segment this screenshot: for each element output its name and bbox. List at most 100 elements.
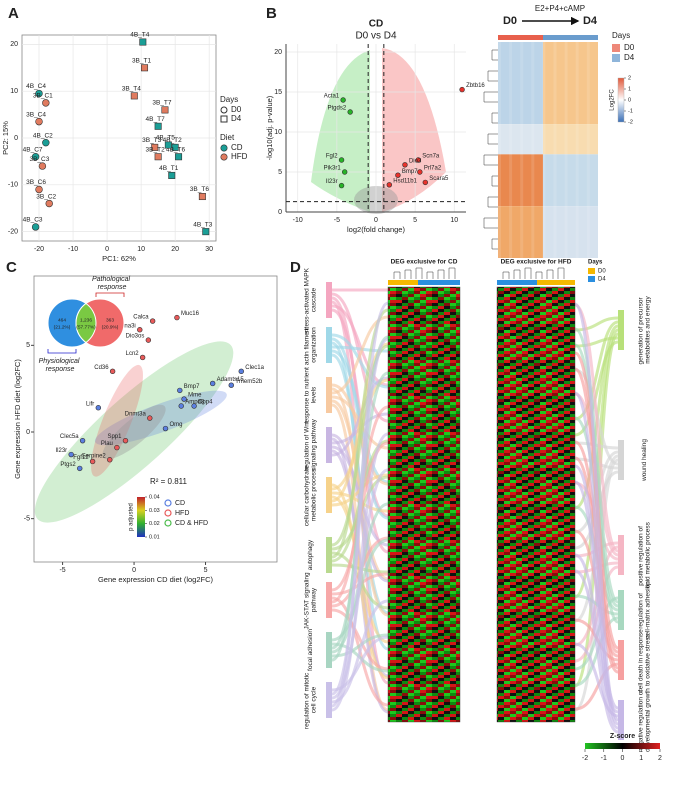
pathway-node [618,590,624,630]
dendrogram [491,175,498,187]
cloud-shade [34,341,234,523]
x-tick-label: 0 [105,246,109,253]
colorbar-tick-label: 1 [639,755,643,762]
pathway-node [618,440,624,480]
data-point [422,179,429,186]
point-label: Il23r [326,179,338,185]
flow [574,340,619,437]
pathway-label: negative regulation of developmental gro… [637,688,651,752]
data-point [114,444,120,451]
legend-label: D0 [598,269,606,275]
data-point [164,141,172,149]
venn-count: 464 [58,317,66,323]
pathway-node [326,327,332,363]
point-label: 3B_T3 [142,137,162,144]
pathway-label: cell death in response to oxidative stre… [637,627,651,692]
legend-swatch [588,276,595,282]
pathway-label: JAK-STAT signaling pathway [303,571,317,630]
pathway-label: generation of precursor metabolites and … [637,295,651,364]
data-point [77,465,83,472]
dendrogram [426,271,434,279]
heatmap-block [543,42,598,125]
point-label: Bmp7 [402,169,418,175]
data-point [139,38,147,46]
pathway-label: autophagy [307,539,314,570]
y-tick-label: 0 [26,429,30,436]
venn-count: (20.9%) [102,324,119,330]
colorbar-tick-label: 2 [658,755,662,762]
text-line: response [98,284,127,291]
x-tick-label: -10 [68,246,78,253]
data-point [137,327,143,333]
colorbar-tick-label: -1 [628,108,633,114]
column-bar [497,280,537,285]
point-label: Pik3r1 [324,166,342,172]
data-point [209,380,216,387]
point-label: 4B_T4 [130,32,150,39]
data-point [42,138,50,147]
legend-swatch [612,54,620,62]
data-point [35,185,43,194]
heatmap-block [498,42,543,125]
heatmap-title: DEG exclusive for CD [391,259,458,266]
colorbar-tick-label: -1 [601,755,607,762]
dendrogram [483,91,498,103]
panel-letter: A [8,5,19,22]
heatmap-block [498,154,543,207]
pathway-node [618,640,624,680]
colorbar [137,497,145,537]
text-line: metabolites and energy [644,295,651,363]
point-label: 3B_C4 [26,111,46,118]
venn-count: (57.77%) [76,324,96,330]
data-point [35,89,43,98]
colorbar [617,77,625,123]
dendrogram [513,269,521,279]
text-line: levels [310,386,317,403]
point-label: Prl7a2 [424,166,442,172]
text-line: metabolic process [310,468,317,521]
point-label: Muc16 [181,311,200,317]
dendrogram [487,196,498,208]
x-tick-label: 5 [204,567,208,574]
column-bar [543,35,598,40]
y-tick-label: -10 [8,182,18,189]
dendrogram [483,154,498,166]
data-point [178,403,184,409]
y-tick-label: 5 [26,342,30,349]
data-point [338,157,345,163]
dendrogram [404,269,412,279]
data-point [31,153,40,161]
dendrogram [491,49,498,61]
pathway-node [326,477,332,513]
legend-label: D0 [624,43,635,52]
colorbar-tick-label: 0 [621,755,625,762]
point-label: 3B_C6 [26,179,46,186]
colorbar [585,743,660,749]
data-point [415,157,421,163]
flow [574,480,619,730]
pathway-node [618,310,624,350]
heatmap-stripe [553,42,557,258]
pathway-label: cellular carbohydrate metabolic process [303,464,317,526]
point-label: Clec5a [60,434,79,440]
data-point [109,368,116,375]
data-point [122,437,129,444]
x-tick-label: -5 [59,567,65,574]
cloud-shade [382,48,446,212]
heatmap-block [543,206,598,258]
point-label: 4B_T2 [163,137,183,144]
point-label: 4B_T1 [159,165,179,172]
data-point [171,143,179,151]
heatmap [496,286,576,723]
point-label: Clec1a [245,365,264,371]
data-point [149,318,156,324]
text-line: Pathological [92,276,132,283]
data-point [161,106,169,114]
cloud-shade [91,364,143,477]
pathway-label: wound healing [641,439,648,482]
data-point [338,182,345,189]
flow [331,432,389,712]
heatmap-stripe [509,42,513,258]
colorbar-tick-label: -2 [582,755,588,762]
